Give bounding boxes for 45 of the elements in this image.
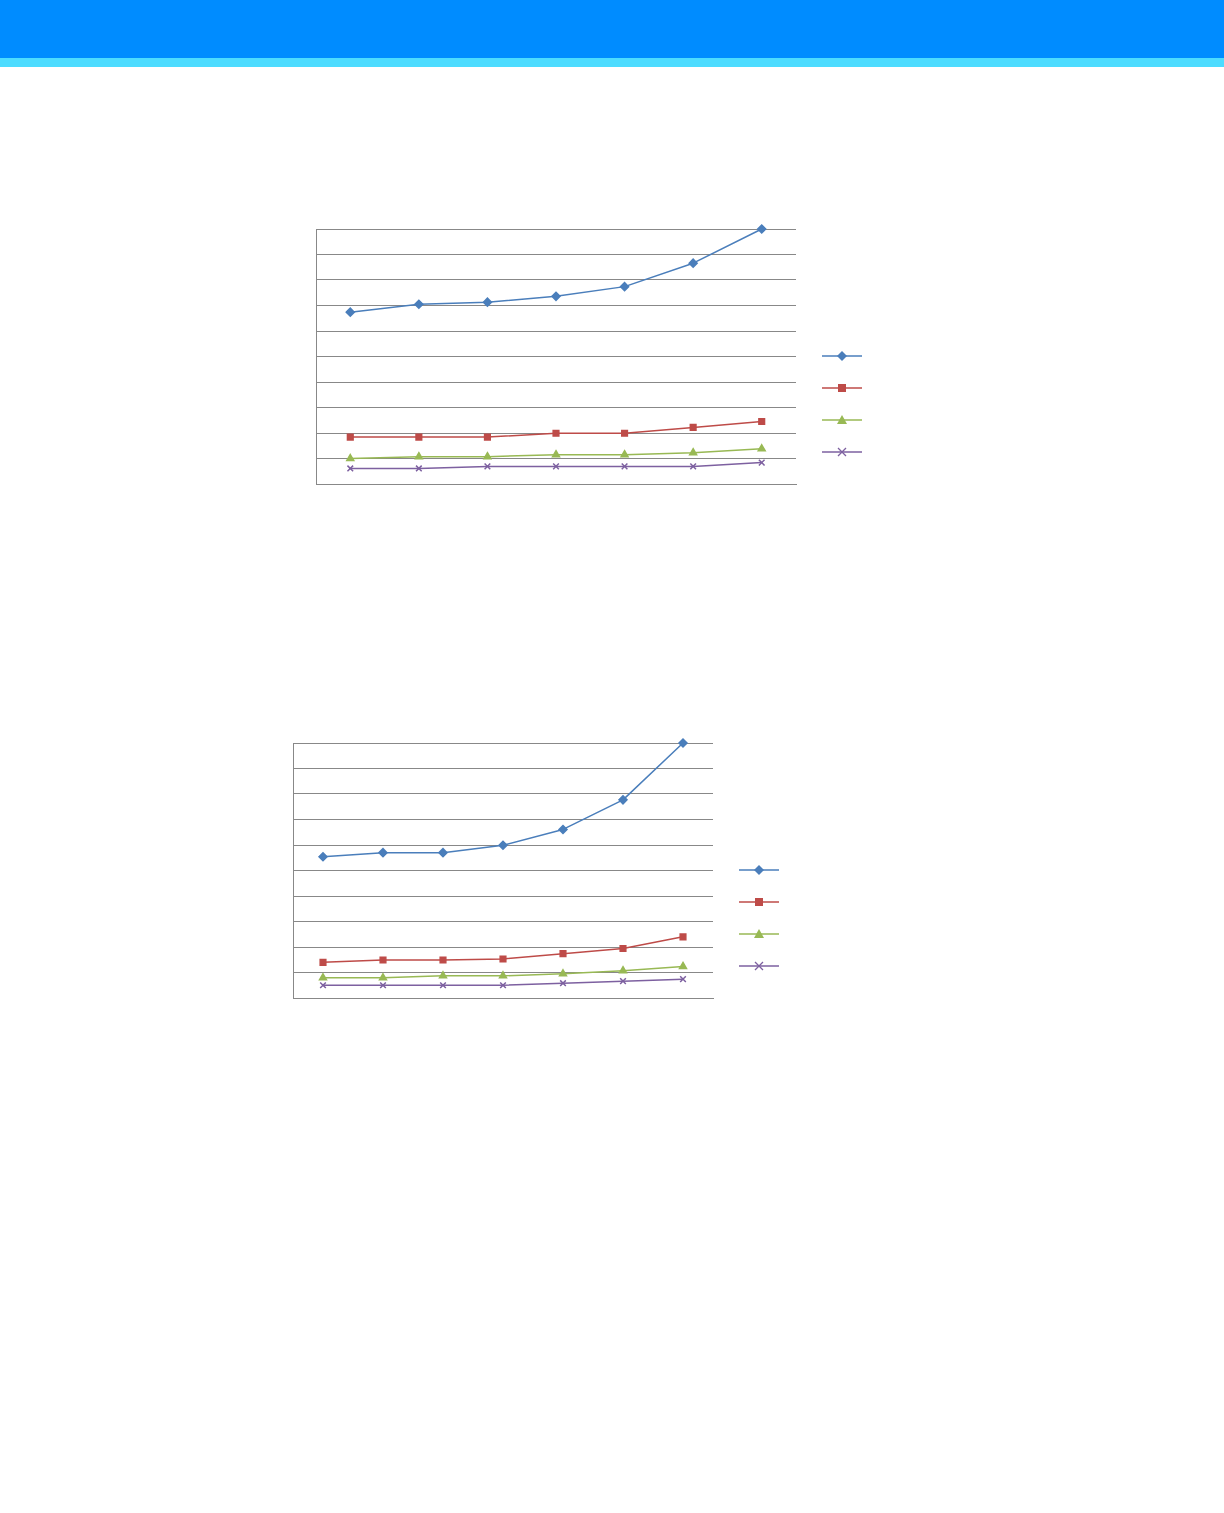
point xyxy=(618,965,628,974)
point xyxy=(414,299,424,309)
point xyxy=(552,462,560,470)
point xyxy=(756,224,767,234)
point xyxy=(758,417,766,426)
point xyxy=(551,291,561,302)
point xyxy=(678,738,688,748)
point xyxy=(688,447,698,456)
point xyxy=(438,971,448,979)
point xyxy=(558,969,568,977)
point xyxy=(559,950,567,958)
point xyxy=(499,955,507,963)
point xyxy=(551,449,561,458)
point xyxy=(439,956,447,964)
point xyxy=(498,971,508,979)
point xyxy=(678,961,688,970)
point xyxy=(414,451,424,460)
point xyxy=(619,281,630,292)
point xyxy=(620,462,629,470)
point xyxy=(482,297,493,307)
point xyxy=(558,824,568,835)
point xyxy=(378,847,388,858)
point xyxy=(483,433,492,441)
point xyxy=(346,433,354,441)
point xyxy=(438,847,448,858)
point xyxy=(319,958,327,966)
point xyxy=(318,973,328,981)
point xyxy=(619,944,627,953)
point xyxy=(483,462,492,470)
point xyxy=(620,429,629,437)
point xyxy=(689,423,697,431)
point xyxy=(618,795,628,805)
point xyxy=(757,444,766,452)
point xyxy=(688,258,698,268)
point xyxy=(498,840,508,851)
point xyxy=(620,449,629,458)
point xyxy=(679,933,687,941)
point xyxy=(346,453,355,462)
point xyxy=(345,307,356,317)
point xyxy=(378,973,388,981)
point xyxy=(415,433,423,441)
point xyxy=(318,851,328,862)
point xyxy=(552,429,560,437)
point xyxy=(483,451,492,460)
point xyxy=(379,956,387,964)
